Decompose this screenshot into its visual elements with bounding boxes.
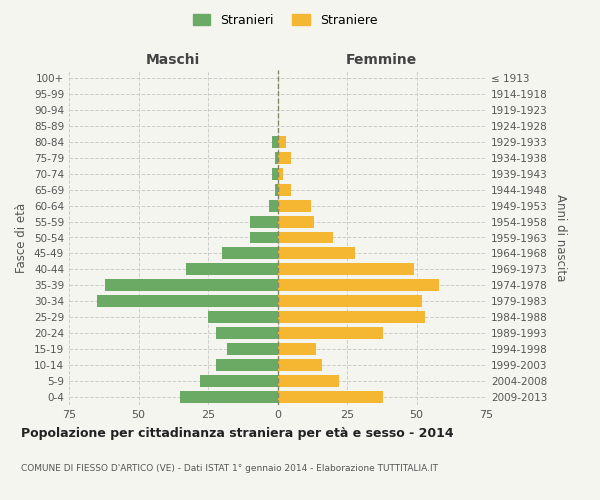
Text: COMUNE DI FIESSO D'ARTICO (VE) - Dati ISTAT 1° gennaio 2014 - Elaborazione TUTTI: COMUNE DI FIESSO D'ARTICO (VE) - Dati IS… bbox=[21, 464, 438, 473]
Bar bbox=[269, 200, 277, 211]
Y-axis label: Anni di nascita: Anni di nascita bbox=[554, 194, 567, 281]
Bar bbox=[217, 359, 277, 371]
Bar bbox=[277, 296, 422, 308]
Bar bbox=[272, 168, 277, 179]
Bar bbox=[277, 391, 383, 403]
Bar bbox=[277, 280, 439, 291]
Bar bbox=[105, 280, 277, 291]
Bar bbox=[250, 216, 277, 228]
Legend: Stranieri, Straniere: Stranieri, Straniere bbox=[188, 8, 382, 32]
Bar bbox=[97, 296, 277, 308]
Bar bbox=[180, 391, 277, 403]
Bar bbox=[250, 232, 277, 243]
Bar bbox=[277, 248, 355, 260]
Bar bbox=[277, 232, 333, 243]
Y-axis label: Fasce di età: Fasce di età bbox=[16, 202, 28, 272]
Bar bbox=[277, 343, 316, 355]
Bar bbox=[277, 327, 383, 339]
Text: Popolazione per cittadinanza straniera per età e sesso - 2014: Popolazione per cittadinanza straniera p… bbox=[21, 428, 454, 440]
Bar bbox=[222, 248, 277, 260]
Bar bbox=[186, 264, 277, 276]
Bar bbox=[217, 327, 277, 339]
Bar bbox=[277, 216, 314, 228]
Bar bbox=[277, 264, 414, 276]
Bar bbox=[277, 168, 283, 179]
Bar bbox=[277, 375, 338, 387]
Text: Femmine: Femmine bbox=[346, 53, 418, 67]
Bar bbox=[277, 184, 292, 196]
Bar bbox=[277, 152, 292, 164]
Bar bbox=[227, 343, 277, 355]
Text: Maschi: Maschi bbox=[146, 53, 200, 67]
Bar bbox=[277, 312, 425, 323]
Bar bbox=[277, 200, 311, 211]
Bar bbox=[277, 136, 286, 148]
Bar bbox=[200, 375, 277, 387]
Bar bbox=[275, 152, 277, 164]
Bar bbox=[275, 184, 277, 196]
Bar bbox=[272, 136, 277, 148]
Bar bbox=[208, 312, 277, 323]
Bar bbox=[277, 359, 322, 371]
